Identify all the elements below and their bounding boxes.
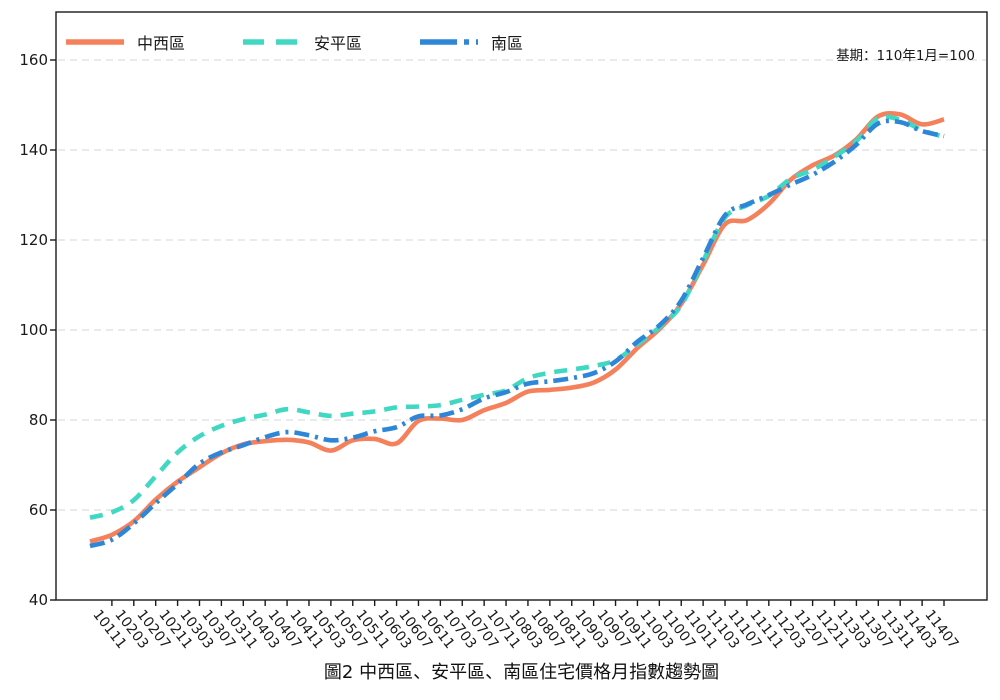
y-tick-label: 140	[19, 141, 48, 159]
base-period-note: 基期：110年1月=100	[836, 48, 975, 64]
legend-item-南區: 南區	[420, 30, 523, 54]
y-tick-label: 40	[28, 591, 48, 609]
legend-label: 安平區	[314, 34, 363, 53]
y-tick-label: 60	[28, 501, 48, 519]
legend-item-安平區: 安平區	[243, 30, 362, 54]
chart-legend: 中西區 安平區 南區	[66, 30, 523, 54]
series-line-安平區	[89, 114, 945, 520]
y-tick-label: 160	[19, 51, 48, 69]
series-line-南區	[89, 118, 945, 549]
legend-label: 南區	[491, 34, 524, 53]
series-line-中西區	[89, 110, 945, 544]
legend-label: 中西區	[137, 34, 186, 53]
y-tick-label: 80	[28, 411, 48, 429]
chart-bottom-title: 圖2 中西區、安平區、南區住宅價格月指數趨勢圖	[323, 662, 720, 683]
legend-line-swatch	[420, 39, 479, 45]
plot-border	[55, 11, 988, 601]
legend-line-swatch	[243, 39, 302, 45]
y-tick-label: 100	[19, 321, 48, 339]
legend-item-中西區: 中西區	[66, 30, 185, 54]
y-tick-label: 120	[19, 231, 48, 249]
legend-line-swatch	[66, 39, 124, 45]
